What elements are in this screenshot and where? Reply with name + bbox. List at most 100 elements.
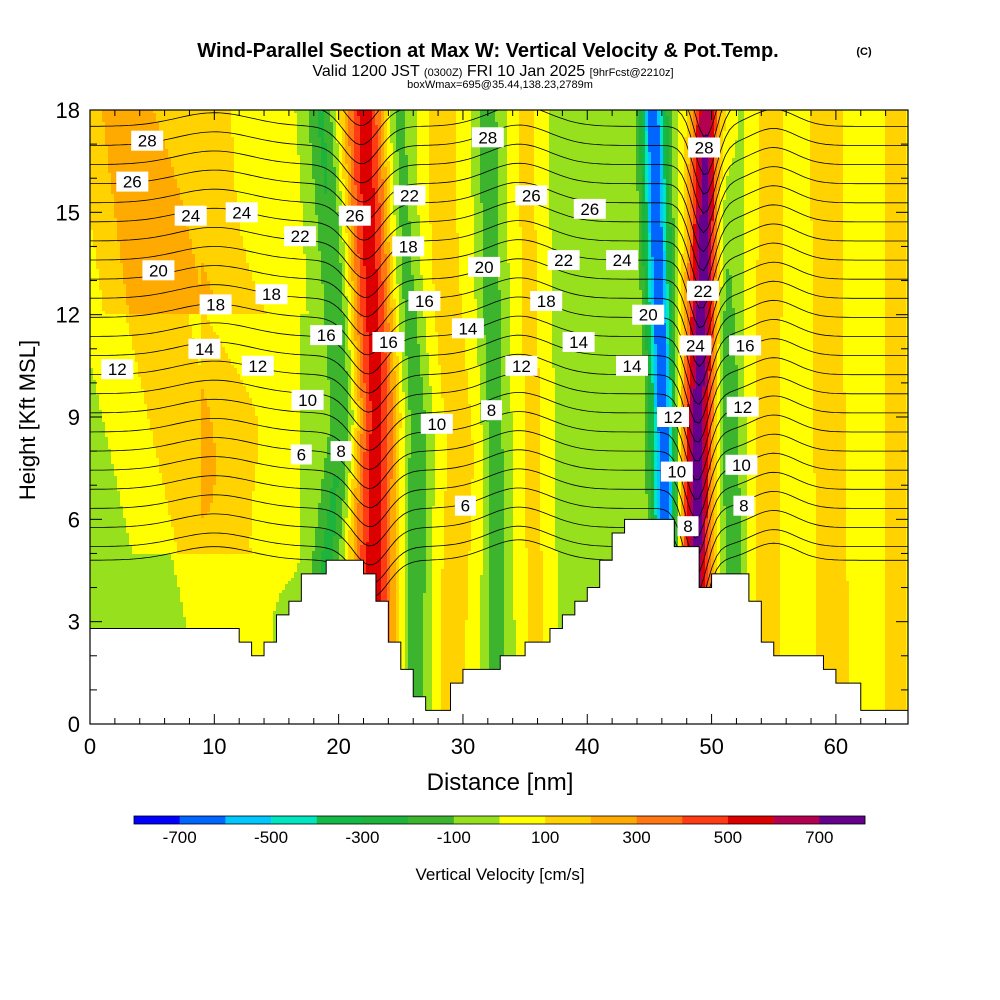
velocity-cell xyxy=(159,395,162,398)
velocity-cell xyxy=(129,224,132,227)
velocity-cell xyxy=(171,494,174,497)
velocity-cell xyxy=(102,266,105,269)
velocity-cell xyxy=(141,254,144,257)
velocity-cell xyxy=(180,455,183,458)
velocity-cell xyxy=(96,185,99,188)
velocity-cell xyxy=(114,161,117,164)
velocity-cell xyxy=(162,152,165,155)
velocity-cell xyxy=(132,320,135,323)
velocity-cell xyxy=(138,464,141,467)
velocity-cell xyxy=(177,404,180,407)
velocity-cell xyxy=(189,176,192,179)
velocity-cell xyxy=(183,356,186,359)
velocity-cell xyxy=(135,170,138,173)
velocity-cell xyxy=(156,527,159,530)
velocity-cell xyxy=(171,113,174,116)
velocity-cell xyxy=(192,452,195,455)
velocity-cell xyxy=(189,590,192,593)
velocity-cell xyxy=(153,245,156,248)
velocity-cell xyxy=(165,524,168,527)
velocity-cell xyxy=(186,395,189,398)
velocity-cell xyxy=(186,590,189,593)
velocity-cell xyxy=(117,269,120,272)
velocity-cell xyxy=(186,119,189,122)
velocity-cell xyxy=(123,392,126,395)
velocity-cell xyxy=(105,116,108,119)
velocity-cell xyxy=(171,200,174,203)
velocity-cell xyxy=(147,242,150,245)
velocity-cell xyxy=(90,302,93,305)
velocity-cell xyxy=(120,440,123,443)
velocity-cell xyxy=(111,311,114,314)
velocity-cell xyxy=(183,185,186,188)
velocity-cell xyxy=(120,284,123,287)
velocity-cell xyxy=(123,290,126,293)
velocity-cell xyxy=(147,524,150,527)
velocity-cell xyxy=(147,488,150,491)
velocity-cell xyxy=(165,140,168,143)
velocity-cell xyxy=(108,386,111,389)
velocity-cell xyxy=(90,311,93,314)
velocity-cell xyxy=(180,182,183,185)
velocity-cell xyxy=(114,344,117,347)
velocity-cell xyxy=(162,452,165,455)
velocity-cell xyxy=(183,164,186,167)
velocity-cell xyxy=(105,164,108,167)
velocity-cell xyxy=(132,443,135,446)
velocity-cell xyxy=(150,434,153,437)
velocity-cell xyxy=(141,491,144,494)
velocity-cell xyxy=(135,110,138,113)
velocity-cell xyxy=(171,221,174,224)
velocity-cell xyxy=(195,134,198,137)
velocity-cell xyxy=(126,332,129,335)
velocity-cell xyxy=(129,164,132,167)
velocity-cell xyxy=(144,395,147,398)
velocity-cell xyxy=(180,347,183,350)
velocity-cell xyxy=(189,200,192,203)
velocity-cell xyxy=(189,560,192,563)
velocity-cell xyxy=(192,332,195,335)
velocity-cell xyxy=(99,137,102,140)
velocity-cell xyxy=(120,194,123,197)
velocity-cell xyxy=(153,404,156,407)
velocity-cell xyxy=(117,437,120,440)
velocity-cell xyxy=(99,185,102,188)
velocity-cell xyxy=(141,404,144,407)
velocity-cell xyxy=(183,383,186,386)
velocity-cell xyxy=(165,440,168,443)
velocity-cell xyxy=(186,614,189,617)
velocity-cell xyxy=(105,281,108,284)
velocity-cell xyxy=(159,374,162,377)
velocity-cell xyxy=(177,455,180,458)
velocity-cell xyxy=(183,551,186,554)
velocity-cell xyxy=(90,353,93,356)
velocity-cell xyxy=(138,278,141,281)
velocity-cell xyxy=(108,344,111,347)
velocity-cell xyxy=(177,131,180,134)
velocity-cell xyxy=(117,155,120,158)
velocity-cell xyxy=(150,551,153,554)
velocity-cell xyxy=(150,242,153,245)
velocity-cell xyxy=(90,257,93,260)
velocity-cell xyxy=(132,359,135,362)
velocity-cell xyxy=(189,503,192,506)
velocity-cell xyxy=(186,587,189,590)
velocity-cell xyxy=(159,404,162,407)
velocity-cell xyxy=(183,443,186,446)
velocity-cell xyxy=(147,434,150,437)
velocity-cell xyxy=(186,170,189,173)
velocity-cell xyxy=(174,458,177,461)
velocity-cell xyxy=(186,503,189,506)
velocity-cell xyxy=(144,236,147,239)
velocity-cell xyxy=(186,233,189,236)
velocity-cell xyxy=(96,362,99,365)
velocity-cell xyxy=(117,416,120,419)
velocity-cell xyxy=(138,419,141,422)
velocity-cell xyxy=(177,338,180,341)
velocity-cell xyxy=(114,311,117,314)
velocity-cell xyxy=(126,347,129,350)
velocity-cell xyxy=(153,233,156,236)
velocity-cell xyxy=(135,542,138,545)
velocity-cell xyxy=(129,311,132,314)
